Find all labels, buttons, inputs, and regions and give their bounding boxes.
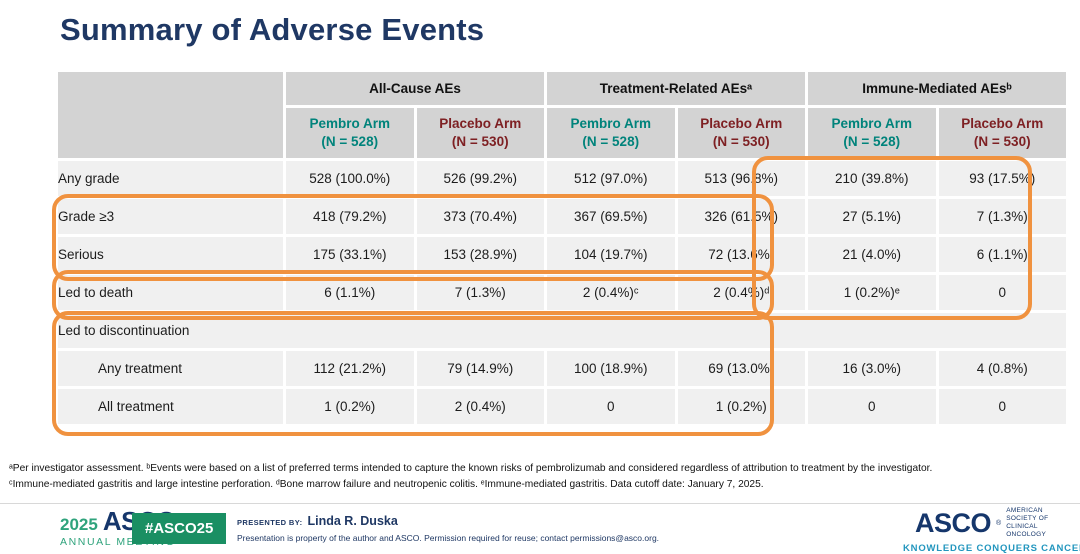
column-group-row: All-Cause AEs Treatment-Related AEsᵃ Imm… [58, 72, 1066, 158]
row-label: Serious [58, 237, 283, 272]
arm-header-treatmentrelated-placebo: Placebo Arm (N = 530) [677, 108, 805, 158]
cell-value: 210 (39.8%) [808, 161, 936, 196]
footnotes: ᵃPer investigator assessment. ᵇEvents we… [9, 461, 1077, 492]
cell-value: 7 (1.3%) [938, 199, 1066, 234]
cell-value: 0 [808, 389, 936, 424]
asco-logo-wordmark: ASCO [915, 508, 992, 539]
cell-value: 0 [938, 389, 1066, 424]
arm-n: (N = 528) [321, 134, 379, 149]
cell-value: 373 (70.4%) [416, 199, 544, 234]
arm-n: (N = 528) [582, 134, 640, 149]
cell-value: 175 (33.1%) [286, 237, 414, 272]
row-label: Led to death [58, 275, 283, 310]
arm-n: (N = 528) [843, 134, 901, 149]
arm-name: Placebo Arm [439, 116, 522, 132]
cell-value: 0 [938, 275, 1066, 310]
arm-header-immunemediated-pembro: Pembro Arm (N = 528) [808, 108, 936, 158]
permission-note: Presentation is property of the author a… [237, 533, 660, 543]
column-group-treatment-related: Treatment-Related AEsᵃ [547, 72, 805, 105]
cell-value: 513 (96.8%) [677, 161, 805, 196]
cell-value: 528 (100.0%) [286, 161, 414, 196]
asco-tagline: KNOWLEDGE CONQUERS CANCER [903, 542, 1080, 554]
cell-value: 93 (17.5%) [938, 161, 1066, 196]
table-row-serious: Serious 175 (33.1%) 153 (28.9%) 104 (19.… [58, 237, 1066, 272]
presenter-name: Linda R. Duska [307, 514, 398, 528]
table-row-all-treatment: All treatment 1 (0.2%) 2 (0.4%) 0 1 (0.2… [58, 389, 1066, 424]
row-label: Led to discontinuation [58, 313, 1066, 348]
row-label: Any treatment [58, 351, 283, 386]
presented-by-label: PRESENTED BY: [237, 518, 303, 527]
arm-name: Placebo Arm [700, 116, 783, 132]
arm-n: (N = 530) [712, 134, 770, 149]
footnote-line-2: ᶜImmune-mediated gastritis and large int… [9, 478, 764, 490]
asco-society-logo: ASCO ® AMERICAN SOCIETY OF CLINICAL ONCO… [903, 507, 1080, 554]
cell-value: 79 (14.9%) [416, 351, 544, 386]
cell-value: 7 (1.3%) [416, 275, 544, 310]
cell-value: 104 (19.7%) [547, 237, 675, 272]
society-line-1: AMERICAN SOCIETY OF [1006, 507, 1049, 523]
arm-name: Pembro Arm [309, 116, 391, 132]
cell-value: 1 (0.2%) [286, 389, 414, 424]
table-corner-cell [58, 72, 283, 158]
arm-header-treatmentrelated-pembro: Pembro Arm (N = 528) [547, 108, 675, 158]
cell-value: 112 (21.2%) [286, 351, 414, 386]
table-row-any-treatment: Any treatment 112 (21.2%) 79 (14.9%) 100… [58, 351, 1066, 386]
column-group-all-cause: All-Cause AEs [286, 72, 544, 105]
cell-value: 418 (79.2%) [286, 199, 414, 234]
cell-value: 27 (5.1%) [808, 199, 936, 234]
table-row-led-to-death: Led to death 6 (1.1%) 7 (1.3%) 2 (0.4%)ᶜ… [58, 275, 1066, 310]
arm-name: Pembro Arm [831, 116, 913, 132]
table-row-grade-ge3: Grade ≥3 418 (79.2%) 373 (70.4%) 367 (69… [58, 199, 1066, 234]
cell-value: 2 (0.4%) [416, 389, 544, 424]
arm-n: (N = 530) [973, 134, 1031, 149]
arm-header-row: Pembro Arm (N = 528) Placebo Arm (N = 53… [58, 108, 1066, 158]
row-label: Any grade [58, 161, 283, 196]
cell-value: 69 (13.0%) [677, 351, 805, 386]
row-label: Grade ≥3 [58, 199, 283, 234]
hashtag-badge: #ASCO25 [132, 513, 227, 544]
presented-by-block: PRESENTED BY: Linda R. Duska Presentatio… [237, 514, 659, 543]
logo-year: 2025 [60, 515, 98, 534]
cell-value: 2 (0.4%)ᶜ [547, 275, 675, 310]
cell-value: 72 (13.6%) [677, 237, 805, 272]
row-label: All treatment [58, 389, 283, 424]
cell-value: 16 (3.0%) [808, 351, 936, 386]
page-title: Summary of Adverse Events [60, 12, 485, 47]
adverse-events-table: All-Cause AEs Treatment-Related AEsᵃ Imm… [55, 69, 1069, 427]
footnote-line-1: ᵃPer investigator assessment. ᵇEvents we… [9, 463, 933, 474]
cell-value: 4 (0.8%) [938, 351, 1066, 386]
registered-mark-icon: ® [996, 519, 1002, 527]
table-row-led-to-discontinuation: Led to discontinuation [58, 313, 1066, 348]
cell-value: 0 [547, 389, 675, 424]
cell-value: 1 (0.2%)ᵉ [808, 275, 936, 310]
arm-header-immunemediated-placebo: Placebo Arm (N = 530) [938, 108, 1066, 158]
cell-value: 6 (1.1%) [286, 275, 414, 310]
cell-value: 512 (97.0%) [547, 161, 675, 196]
cell-value: 367 (69.5%) [547, 199, 675, 234]
arm-n: (N = 530) [451, 134, 509, 149]
cell-value: 526 (99.2%) [416, 161, 544, 196]
society-line-2: CLINICAL ONCOLOGY [1006, 523, 1047, 539]
arm-name: Placebo Arm [961, 116, 1044, 132]
arm-header-allcause-pembro: Pembro Arm (N = 528) [286, 108, 414, 158]
arm-header-allcause-placebo: Placebo Arm (N = 530) [416, 108, 544, 158]
cell-value: 153 (28.9%) [416, 237, 544, 272]
table-row-any-grade: Any grade 528 (100.0%) 526 (99.2%) 512 (… [58, 161, 1066, 196]
cell-value: 6 (1.1%) [938, 237, 1066, 272]
cell-value: 2 (0.4%)ᵈ [677, 275, 805, 310]
cell-value: 21 (4.0%) [808, 237, 936, 272]
column-group-immune-mediated: Immune-Mediated AEsᵇ [808, 72, 1066, 105]
arm-name: Pembro Arm [570, 116, 652, 132]
cell-value: 1 (0.2%) [677, 389, 805, 424]
cell-value: 100 (18.9%) [547, 351, 675, 386]
footer-divider [0, 503, 1080, 504]
cell-value: 326 (61.5%) [677, 199, 805, 234]
